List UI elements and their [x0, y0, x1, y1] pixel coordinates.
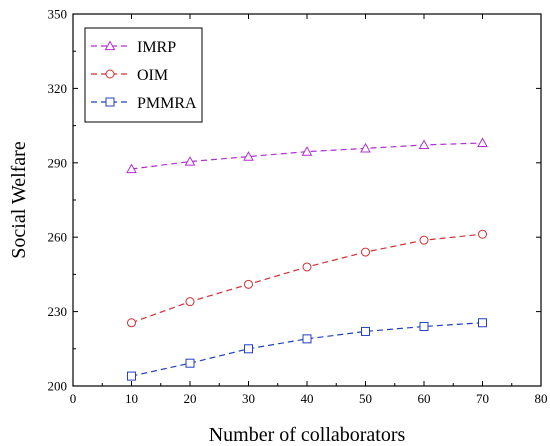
data-point-pmmra	[478, 318, 487, 328]
series-oim	[127, 229, 487, 328]
data-point-imrp	[184, 156, 196, 166]
data-point-oim	[127, 318, 136, 328]
legend-marker-pmmra	[105, 97, 115, 107]
data-point-oim	[185, 297, 195, 307]
legend-label-imrp: IMRP	[137, 39, 176, 56]
x-tick-label: 50	[359, 391, 372, 406]
data-point-oim	[419, 235, 429, 245]
x-tick-label: 20	[184, 391, 197, 406]
data-point-imrp	[243, 151, 254, 161]
y-axis-title: Social Welfare	[8, 141, 30, 259]
series-line-oim	[131, 233, 483, 324]
data-point-imrp	[126, 163, 137, 174]
series-pmmra	[127, 318, 487, 381]
data-point-pmmra	[302, 334, 312, 344]
data-point-pmmra	[244, 344, 253, 354]
x-tick-label: 0	[70, 391, 77, 406]
x-tick-label: 40	[301, 391, 314, 406]
data-point-imrp	[418, 139, 430, 150]
legend-label-oim: OIM	[137, 67, 168, 84]
data-point-oim	[244, 279, 253, 289]
y-tick-label: 290	[48, 155, 68, 170]
data-point-imrp	[360, 142, 371, 153]
legend-marker-oim	[105, 69, 115, 79]
y-tick-label: 200	[48, 379, 68, 394]
y-tick-label: 350	[48, 7, 68, 22]
x-axis-title: Number of collaborators	[209, 424, 406, 446]
plot-series	[126, 137, 488, 381]
data-point-oim	[478, 229, 487, 239]
y-tick-label: 320	[48, 81, 68, 96]
legend-label-pmmra: PMMRA	[137, 95, 197, 112]
data-point-oim	[302, 262, 312, 272]
x-tick-label: 70	[476, 391, 489, 406]
data-point-pmmra	[185, 358, 195, 368]
legend: IMRP OIM PMMRA	[84, 27, 203, 123]
data-point-imrp	[477, 137, 488, 148]
legend-marker-imrp	[104, 40, 116, 51]
data-point-pmmra	[127, 371, 136, 381]
series-imrp	[126, 137, 488, 174]
series-line-pmmra	[131, 322, 483, 377]
data-point-imrp	[301, 146, 313, 156]
data-point-pmmra	[419, 321, 429, 331]
x-tick-label: 30	[242, 391, 255, 406]
x-tick-label: 60	[418, 391, 431, 406]
y-tick-label: 230	[48, 304, 68, 319]
legend-box	[84, 27, 203, 123]
data-point-pmmra	[361, 326, 370, 336]
x-tick-label: 10	[125, 391, 138, 406]
data-point-oim	[361, 247, 370, 257]
x-tick-label: 80	[535, 391, 548, 406]
y-tick-label: 260	[48, 230, 68, 245]
axes: 0 10 20 30 40 50 60 70 80 200 230 260 290 320 350	[48, 7, 548, 407]
